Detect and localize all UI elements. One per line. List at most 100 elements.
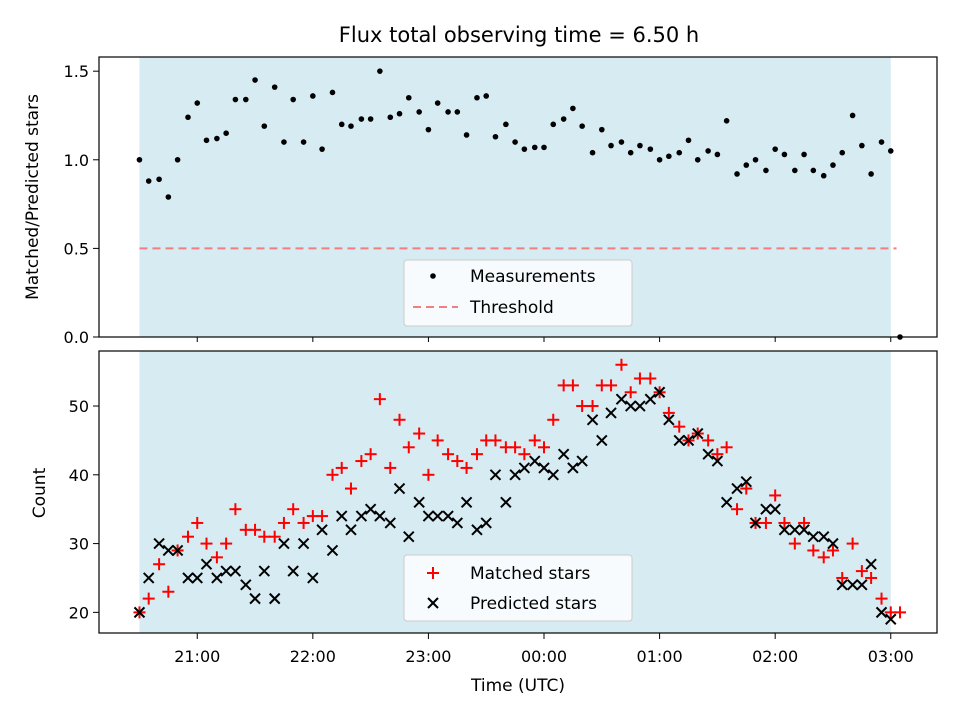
count-panel: 20 30 40 50 21:00 22:00 23:00 00:00 01:00 02:00 03… [30,350,938,696]
predicted-star-point [431,510,444,522]
matched-star-point [277,516,290,529]
matched-star-point [673,420,686,433]
predicted-star-point [211,572,223,584]
predicted-star-point [142,572,155,584]
matched-star-point [258,530,271,543]
predicted-star-point [567,462,579,474]
predicted-star-point [258,565,270,577]
predicted-star-point [547,469,559,481]
measurement-point [599,126,605,133]
matched-star-point [162,585,175,598]
measurement-point [405,94,412,101]
predicted-star-point [720,496,733,509]
measurement-point [839,149,846,156]
measurement-point [772,146,778,152]
matched-star-point [855,565,868,578]
matched-star-point [413,427,426,440]
ratio-plot-frame [98,56,938,338]
measurement-point [676,149,683,156]
predicted-star-point [287,565,299,577]
legend-matched-marker [427,567,439,579]
matched-star-point [153,558,166,571]
matched-star-point [451,455,464,468]
predicted-star-point [307,572,319,584]
matched-star-point [344,482,357,495]
y-tick-label: 30 [69,535,89,554]
matched-star-point [287,503,300,516]
matched-star-point [402,441,415,454]
measurement-point [463,132,470,138]
measurement-point [570,105,576,112]
legend-count: Matched stars Predicted stars [403,554,633,622]
matched-star-point [624,386,637,399]
measurement-point [377,68,383,74]
matched-star-point [229,503,242,516]
y-tick-label: 40 [69,466,89,485]
matched-star-point [817,551,830,564]
matched-star-point [759,516,772,529]
predicted-star-point [200,558,213,570]
legend-measurement-marker [430,273,436,279]
predicted-star-point [760,503,772,515]
measurement-point [541,144,547,151]
legend-matched: Matched stars [470,564,590,584]
predicted-star-point [538,462,550,474]
measurement-point [849,112,856,119]
predicted-star-point [846,579,859,591]
predicted-star-point [749,517,762,529]
predicted-star-point [336,510,348,522]
matched-star-point [711,448,724,461]
predicted-star-point [731,482,743,495]
matched-star-point [518,448,531,461]
measurement-point [445,109,451,115]
measurement-point [136,156,143,163]
predicted-star-point [682,434,695,447]
predicted-star-point [422,510,435,522]
matched-star-point [489,434,502,447]
measurement-point [214,135,220,142]
measurement-point [714,151,721,158]
matched-star-point [210,551,223,564]
measurement-point [763,167,769,174]
matched-star-point [798,516,811,529]
predicted-star-point [345,524,357,536]
predicted-star-point [162,544,175,557]
measurement-point [618,139,625,145]
matched-star-point [846,537,859,550]
matched-star-point [182,530,195,543]
predicted-star-point [663,414,675,426]
measurement-point [174,156,181,163]
measurement-point [271,84,278,90]
measurement-point [338,121,345,128]
measurement-point [416,109,422,115]
matched-star-point [442,448,455,461]
measurement-point [503,121,509,128]
predicted-star-point [326,544,339,557]
predicted-star-point [798,524,810,536]
matched-star-point [268,530,281,543]
matched-star-point [364,448,377,461]
measurement-point [647,146,654,152]
measurement-point [156,176,162,183]
measurement-point [242,96,249,103]
matched-star-point [731,503,744,516]
measurement-point [830,162,836,168]
matched-star-point [865,571,878,584]
x-tick-label: 00:00 [521,647,567,666]
matched-star-point [586,400,599,413]
measurement-point [483,93,490,99]
predicted-star-point [489,469,502,481]
measurement-point [792,167,798,174]
matched-star-point [702,434,715,447]
ratio-panel: 0.0 0.5 1.0 1.5 Matched/Predicted stars Mea… [23,56,938,347]
y-axis-label-count: Count [30,467,50,518]
measurement-point [367,116,374,122]
matched-star-point [249,523,262,536]
predicted-star-point [518,462,531,474]
y-tick-label: 1.0 [64,151,89,170]
predicted-star-point [480,517,492,529]
measurement-point [550,121,557,128]
predicted-star-point [355,510,368,522]
matched-star-point [326,468,339,481]
x-tick-label: 02:00 [752,647,798,666]
